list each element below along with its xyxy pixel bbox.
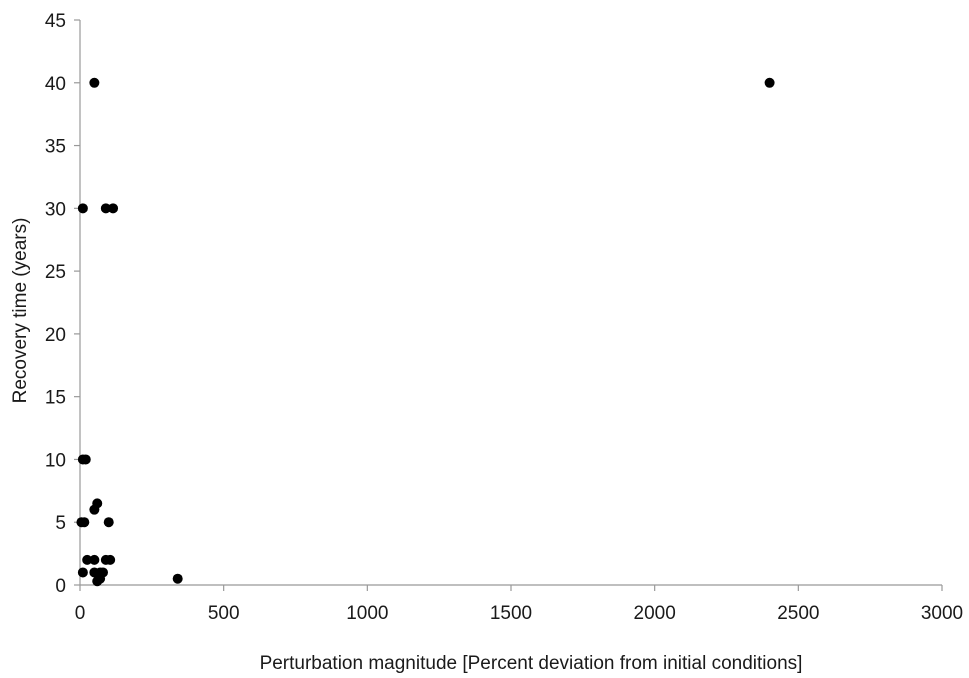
y-tick-label: 20 bbox=[45, 325, 66, 346]
x-tick-label: 500 bbox=[208, 603, 240, 624]
x-tick-label: 2500 bbox=[777, 603, 819, 624]
x-tick-label: 0 bbox=[75, 603, 86, 624]
y-tick-label: 25 bbox=[45, 262, 66, 283]
y-ticks: 0 5 10 15 20 25 30 35 40 45 bbox=[45, 11, 80, 597]
x-axis-title: Perturbation magnitude [Percent deviatio… bbox=[260, 653, 803, 674]
data-point bbox=[103, 517, 114, 528]
data-points bbox=[76, 77, 775, 587]
data-point bbox=[764, 77, 775, 88]
data-point bbox=[172, 573, 183, 584]
data-point bbox=[105, 554, 116, 565]
x-tick-label: 1500 bbox=[490, 603, 532, 624]
y-tick-label: 15 bbox=[45, 388, 66, 409]
y-tick-label: 30 bbox=[45, 199, 66, 220]
data-point bbox=[82, 554, 93, 565]
axes bbox=[79, 20, 942, 586]
y-tick-label: 45 bbox=[45, 11, 66, 32]
y-tick-label: 0 bbox=[55, 576, 66, 597]
data-point bbox=[92, 498, 103, 509]
data-point bbox=[100, 203, 111, 214]
y-tick-label: 40 bbox=[45, 74, 66, 95]
data-point bbox=[108, 203, 119, 214]
data-point bbox=[89, 554, 100, 565]
y-tick-label: 35 bbox=[45, 137, 66, 158]
y-tick-label: 10 bbox=[45, 450, 66, 471]
data-point bbox=[89, 77, 100, 88]
x-tick-label: 2000 bbox=[634, 603, 676, 624]
y-axis-title: Recovery time (years) bbox=[10, 218, 31, 404]
x-tick-label: 3000 bbox=[921, 603, 963, 624]
data-point bbox=[95, 573, 106, 584]
data-point bbox=[79, 517, 90, 528]
data-point bbox=[77, 203, 88, 214]
data-point bbox=[77, 567, 88, 578]
x-tick-label: 1000 bbox=[346, 603, 388, 624]
data-point bbox=[80, 454, 91, 465]
y-tick-label: 5 bbox=[55, 513, 66, 534]
x-ticks: 0 500 1000 1500 2000 2500 3000 bbox=[75, 585, 963, 624]
